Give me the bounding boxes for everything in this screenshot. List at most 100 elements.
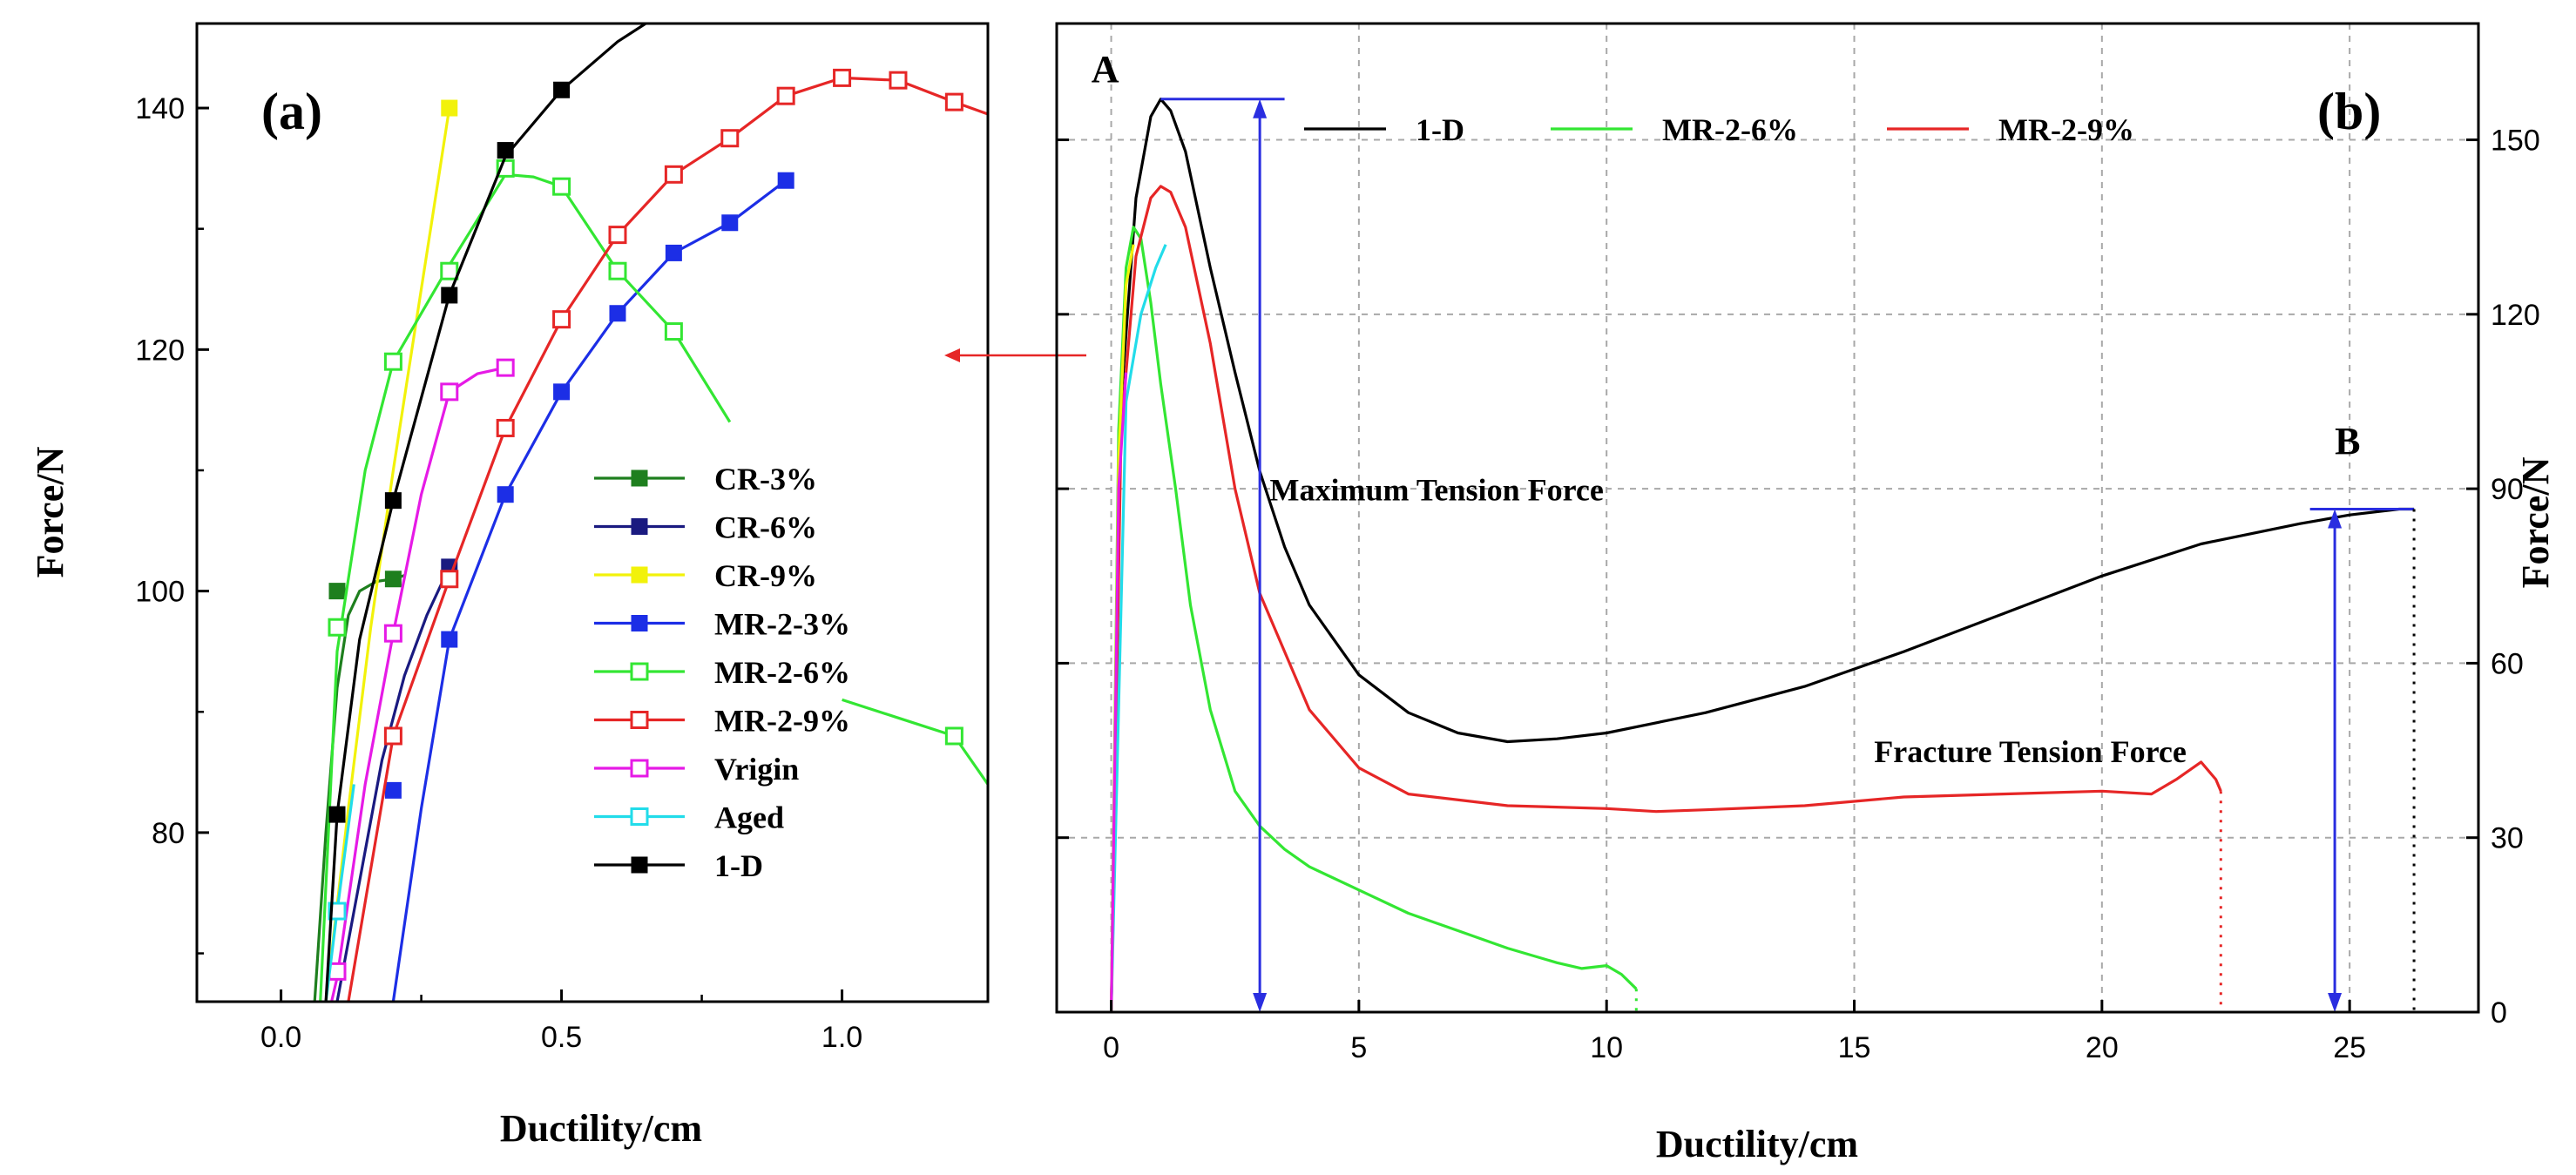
legend-label-b-1-d: 1-D xyxy=(1416,112,1464,147)
data-point-a-mr-2-9pct xyxy=(889,71,908,90)
series-line-a-vrigin xyxy=(330,366,506,1002)
data-point-a-vrigin xyxy=(440,382,459,402)
data-point-a-mr-2-6pct xyxy=(664,322,683,341)
panel-b-frame xyxy=(1055,22,2480,1014)
legend-label-a-cr-3pct: CR-3% xyxy=(714,462,817,496)
data-point-a-mr-2-6pct xyxy=(383,352,402,371)
series-line-b-1-d xyxy=(1110,98,2415,1013)
legend-label-a-mr-2-3pct: MR-2-3% xyxy=(714,607,850,642)
data-point-a-mr-2-3pct xyxy=(609,305,626,322)
data-point-a-mr-2-3pct xyxy=(665,244,682,261)
legend-marker-a-cr-3pct xyxy=(631,469,648,487)
legend-label-a-cr-9pct: CR-9% xyxy=(714,558,817,593)
data-point-a-1-d xyxy=(384,492,402,510)
series-line-b-vrigin xyxy=(1110,372,1128,1013)
legend-label-a-mr-2-6pct: MR-2-6% xyxy=(714,655,850,690)
panel-a-legend: CR-3% CR-6% CR-9% MR-2-3% MR-2-6% MR-2-9% Vrig… xyxy=(594,462,850,883)
panel-b-series xyxy=(1110,98,2415,1013)
x-tick-label-b: 15 xyxy=(1838,1031,1871,1064)
annotation-b-b: B xyxy=(2335,420,2360,463)
annotation-b-fracture-tension-force: Fracture Tension Force xyxy=(1874,734,2187,769)
data-point-a-mr-2-3pct xyxy=(497,486,514,503)
panel-b-annotations: Maximum Tension Force Fracture Tension Fo… xyxy=(1092,48,2361,769)
data-point-a-mr-2-9pct xyxy=(552,310,571,329)
legend-label-a-vrigin: Vrigin xyxy=(714,752,799,787)
annotation-b-a: A xyxy=(1092,48,1119,91)
x-tick-label-b: 0 xyxy=(1103,1031,1119,1064)
fracture-force-arrow-head-bottom xyxy=(2328,993,2343,1012)
data-point-a-cr-9pct xyxy=(441,99,458,117)
legend-marker-a-mr-2-3pct xyxy=(631,615,648,631)
panel-a-ticks: 0.0 0.5 1.0 80 100 120 140 xyxy=(135,92,862,1054)
y-tick-label-b: 120 xyxy=(2491,299,2540,332)
x-tick-label-b: 10 xyxy=(1590,1031,1623,1064)
data-point-a-mr-2-9pct xyxy=(720,129,740,148)
y-tick-label-a: 100 xyxy=(135,576,185,609)
data-point-a-mr-2-3pct xyxy=(777,172,794,189)
y-tick-label-a: 120 xyxy=(135,334,185,367)
panel-a-series xyxy=(313,24,988,1002)
panel-a-chart: 0.0 0.5 1.0 80 100 120 140 (a) Force/N Ductili… xyxy=(29,22,990,1150)
panel-b-ticks: 0 5 10 15 20 25 0 30 60 90 120 150 xyxy=(1057,125,2540,1064)
data-point-a-mr-2-9pct xyxy=(496,418,515,437)
panel-b-legend: 1-D MR-2-6% MR-2-9% xyxy=(1304,112,2134,147)
panel-b-chart: 0 5 10 15 20 25 0 30 60 90 120 150 (b) Force/N Duct… xyxy=(1055,22,2557,1165)
panel-b-grid xyxy=(1057,24,2478,1013)
data-point-a-1-d xyxy=(328,806,346,823)
panel-link-arrow-head xyxy=(944,348,960,362)
x-tick-label-b: 5 xyxy=(1350,1031,1367,1064)
data-point-a-aged xyxy=(328,902,347,921)
max-force-arrow-head-top xyxy=(1253,98,1268,118)
y-tick-label-b: 0 xyxy=(2491,996,2507,1030)
legend-marker-a-mr-2-9pct xyxy=(630,711,649,729)
legend-marker-a-cr-9pct xyxy=(631,566,648,584)
legend-label-a-mr-2-9pct: MR-2-9% xyxy=(714,704,850,739)
max-force-arrow-head-bottom xyxy=(1253,993,1268,1012)
legend-label-b-mr-2-6pct: MR-2-6% xyxy=(1662,112,1798,147)
y-tick-label-b: 150 xyxy=(2491,125,2540,158)
data-point-a-1-d xyxy=(497,142,514,159)
legend-marker-a-cr-6pct xyxy=(631,518,648,535)
series-line-a-cr-6pct xyxy=(335,566,451,1002)
x-tick-label-a: 1.0 xyxy=(821,1021,862,1054)
legend-label-a-1-d: 1-D xyxy=(714,848,763,883)
series-line-b-aged xyxy=(1110,244,1167,1013)
x-tick-label-a: 0.5 xyxy=(541,1021,582,1054)
series-line-b-mr-2-6pct xyxy=(1110,226,1638,1013)
series-line-a-cr-9pct xyxy=(324,107,451,1002)
series-line-a-mr-2-6pct xyxy=(319,172,732,1002)
data-point-a-mr-2-3pct xyxy=(721,214,739,232)
y-tick-label-a: 80 xyxy=(152,817,185,850)
data-point-a-mr-2-9pct xyxy=(383,726,402,746)
series-line-b-mr-2-9pct xyxy=(1110,185,2222,1013)
panel-a-frame xyxy=(195,22,990,1003)
panel-b-markers xyxy=(1160,98,2416,1012)
legend-marker-a-vrigin xyxy=(630,759,649,778)
y-tick-label-a: 140 xyxy=(135,92,185,125)
data-point-a-mr-2-6pct xyxy=(552,177,571,196)
x-tick-label-b: 20 xyxy=(2086,1031,2119,1064)
legend-label-a-cr-6pct: CR-6% xyxy=(714,510,817,545)
panel-a-y-axis-title: Force/N xyxy=(29,446,71,577)
data-point-a-cr-3pct xyxy=(328,583,346,600)
data-point-a-cr-3pct xyxy=(384,571,402,588)
data-point-a-mr-2-6pct-tail xyxy=(944,726,963,746)
data-point-a-vrigin xyxy=(383,624,402,643)
series-line-a-mr-2-6pct-tail xyxy=(842,698,988,786)
data-point-a-mr-2-9pct xyxy=(608,226,627,245)
data-point-a-mr-2-3pct xyxy=(384,781,402,799)
data-point-a-mr-2-9pct xyxy=(833,68,852,87)
data-point-a-mr-2-6pct xyxy=(440,261,459,280)
data-point-a-mr-2-9pct xyxy=(776,86,795,105)
data-point-a-1-d xyxy=(441,287,458,304)
data-point-a-vrigin xyxy=(496,358,515,377)
legend-marker-a-aged xyxy=(630,807,649,826)
panel-b-y-axis-title: Force/N xyxy=(2514,456,2557,588)
data-point-a-mr-2-9pct xyxy=(440,570,459,589)
annotation-b-maximum-tension-force: Maximum Tension Force xyxy=(1270,472,1604,507)
x-tick-label-a: 0.0 xyxy=(260,1021,301,1054)
legend-marker-a-1-d xyxy=(631,856,648,874)
fracture-force-arrow-head-top xyxy=(2328,509,2343,529)
series-line-a-mr-2-9pct xyxy=(347,76,988,1002)
